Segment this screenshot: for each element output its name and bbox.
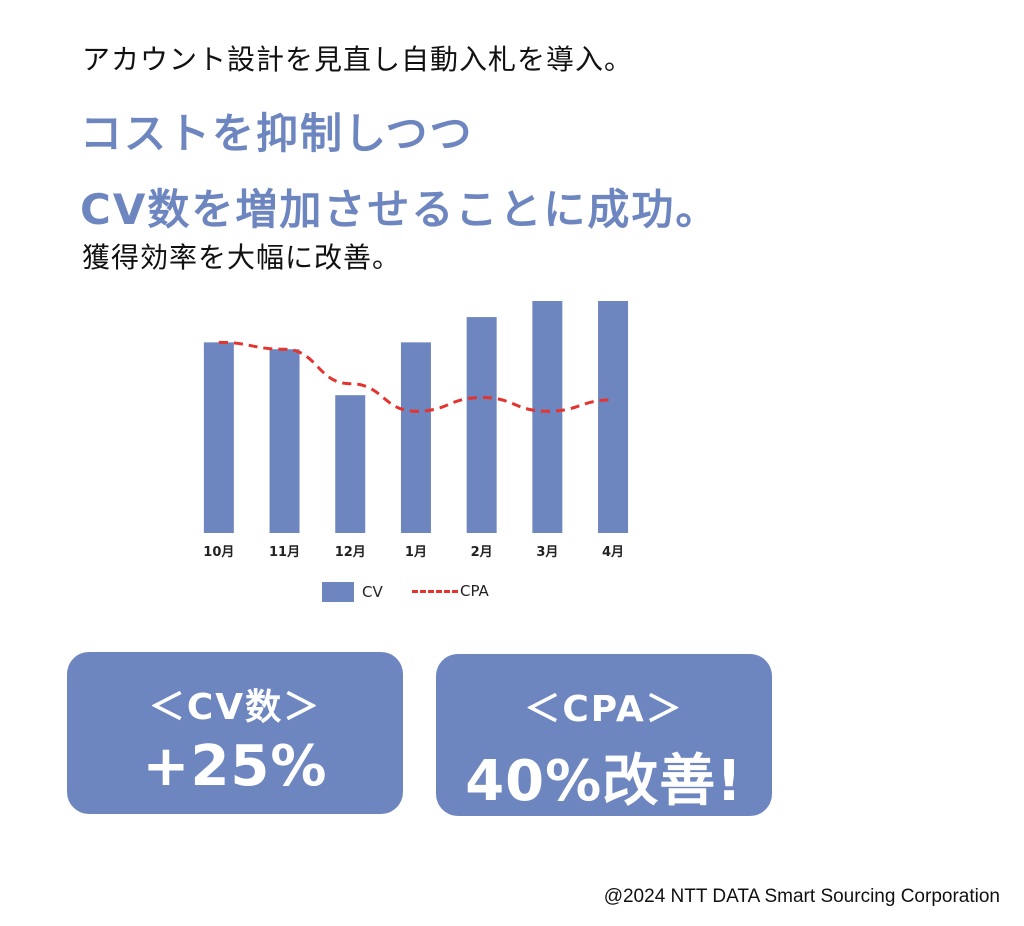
cpa-card-value: 40%改善!	[465, 749, 743, 814]
cv-card-value: +25%	[142, 734, 328, 799]
x-tick-label: 4月	[602, 545, 624, 560]
headline-line-2: CV数を増加させることに成功。	[80, 185, 720, 234]
summary-text: 獲得効率を大幅に改善。	[82, 241, 402, 274]
x-tick-label: 3月	[536, 545, 558, 560]
x-tick-label: 1月	[405, 545, 427, 560]
cv-bar-3	[335, 395, 366, 533]
legend-swatch-cv	[322, 582, 354, 602]
legend-label-cv: CV	[362, 583, 383, 601]
legend-label-cpa: CPA	[460, 582, 489, 600]
legend-item-cpa: CPA	[412, 582, 489, 600]
cv-result-card: ＜CV数＞ +25%	[67, 652, 403, 814]
cpa-result-card: ＜CPA＞ 40%改善!	[436, 654, 772, 816]
cv-bar-7	[598, 301, 629, 533]
cv-bar-5	[466, 317, 497, 533]
cv-bar-4	[400, 342, 431, 533]
copyright-text: @2024 NTT DATA Smart Sourcing Corporatio…	[603, 886, 1000, 907]
cv-bar-2	[269, 349, 300, 533]
x-tick-label: 12月	[335, 545, 366, 560]
legend-item-cv: CV	[322, 582, 383, 602]
headline-line-1: コストを抑制しつつ	[80, 109, 474, 158]
x-tick-label: 2月	[471, 545, 493, 560]
legend-swatch-cpa	[412, 589, 458, 593]
cv-cpa-chart: 10月 11月 12月 1月 2月 3月 4月	[203, 301, 629, 560]
cpa-card-title: ＜CPA＞	[524, 689, 684, 730]
cv-bar-1	[203, 342, 234, 533]
x-tick-label: 10月	[203, 545, 234, 560]
x-tick-label: 11月	[269, 545, 300, 560]
cv-card-title: ＜CV数＞	[148, 687, 322, 728]
cv-bar-6	[532, 301, 563, 533]
intro-text: アカウント設計を見直し自動入札を導入。	[82, 43, 634, 76]
